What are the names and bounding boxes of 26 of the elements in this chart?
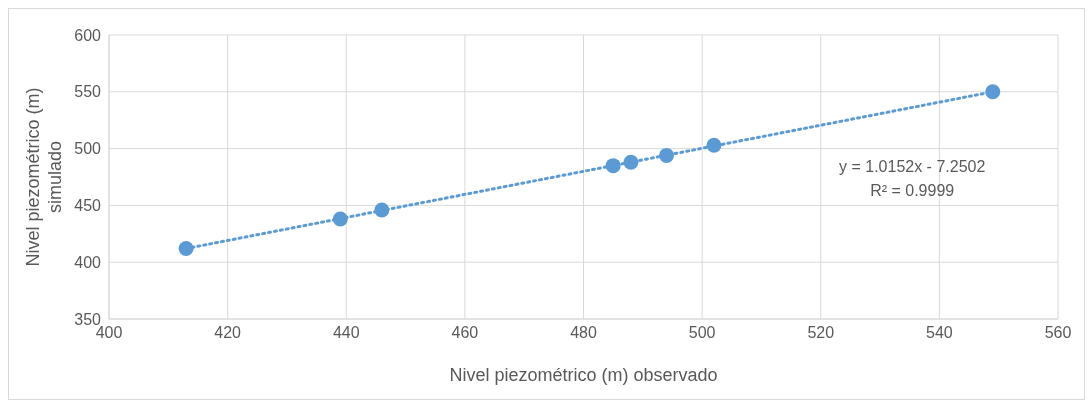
x-tick-label: 400 (95, 324, 123, 342)
y-tick-label: 500 (74, 140, 102, 158)
y-tick-label: 600 (74, 26, 102, 44)
x-tick-label: 440 (332, 324, 360, 342)
x-tick-label: 460 (451, 324, 479, 342)
point (374, 202, 390, 218)
y-axis-title: Nivel piezométrico (m) simulado (23, 87, 65, 267)
point (706, 137, 722, 153)
x-tick-label: 540 (926, 324, 953, 342)
annotation: R² = 0.9999 (869, 181, 956, 201)
x-tick-label: 480 (570, 324, 597, 342)
point (605, 158, 621, 174)
x-tick-label: 520 (807, 324, 835, 342)
annotation: y = 1.0152x - 7.2502 (839, 157, 986, 177)
point (659, 147, 675, 163)
point (332, 211, 348, 227)
y-tick-label: 550 (74, 83, 102, 101)
x-tick-label: 420 (214, 324, 242, 342)
x-axis-title: Nivel piezométrico (m) observado (449, 365, 718, 385)
y-tick-label: 400 (74, 253, 102, 271)
x-tick-label: 560 (1044, 324, 1072, 342)
point (623, 154, 639, 170)
x-tick-label: 500 (688, 324, 716, 342)
point (985, 84, 1001, 100)
y-tick-label: 450 (74, 197, 102, 215)
point (178, 241, 194, 257)
